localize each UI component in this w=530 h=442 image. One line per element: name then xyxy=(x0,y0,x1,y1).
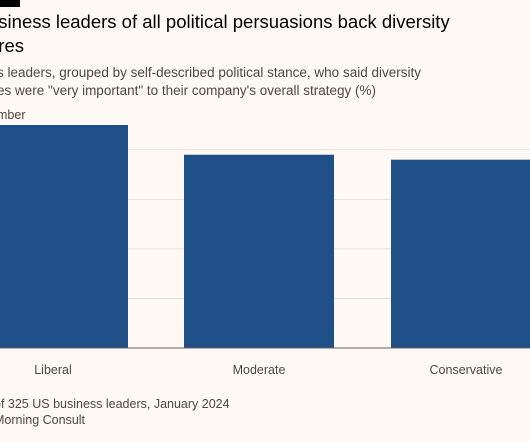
brand-bar xyxy=(0,0,20,7)
bar-moderate xyxy=(184,154,334,348)
x-tick-label-liberal: Liberal xyxy=(34,363,72,377)
x-tick-labels: Liberal Moderate Conservative xyxy=(34,363,502,377)
bars xyxy=(0,125,530,348)
x-tick-label-moderate: Moderate xyxy=(233,363,286,377)
footnote: of 325 US business leaders, January 2024 xyxy=(0,397,230,411)
unit-label: mber xyxy=(0,108,26,122)
chart-title: usiness leaders of all political persuas… xyxy=(0,11,450,56)
bar-conservative xyxy=(391,159,530,348)
chart-footer: of 325 US business leaders, January 2024… xyxy=(0,396,530,428)
x-tick-label-conservative: Conservative xyxy=(430,363,503,377)
chart-subtitle: s leaders, grouped by self-described pol… xyxy=(0,65,421,98)
bar-liberal xyxy=(0,125,128,348)
source-line: Morning Consult xyxy=(0,413,86,427)
